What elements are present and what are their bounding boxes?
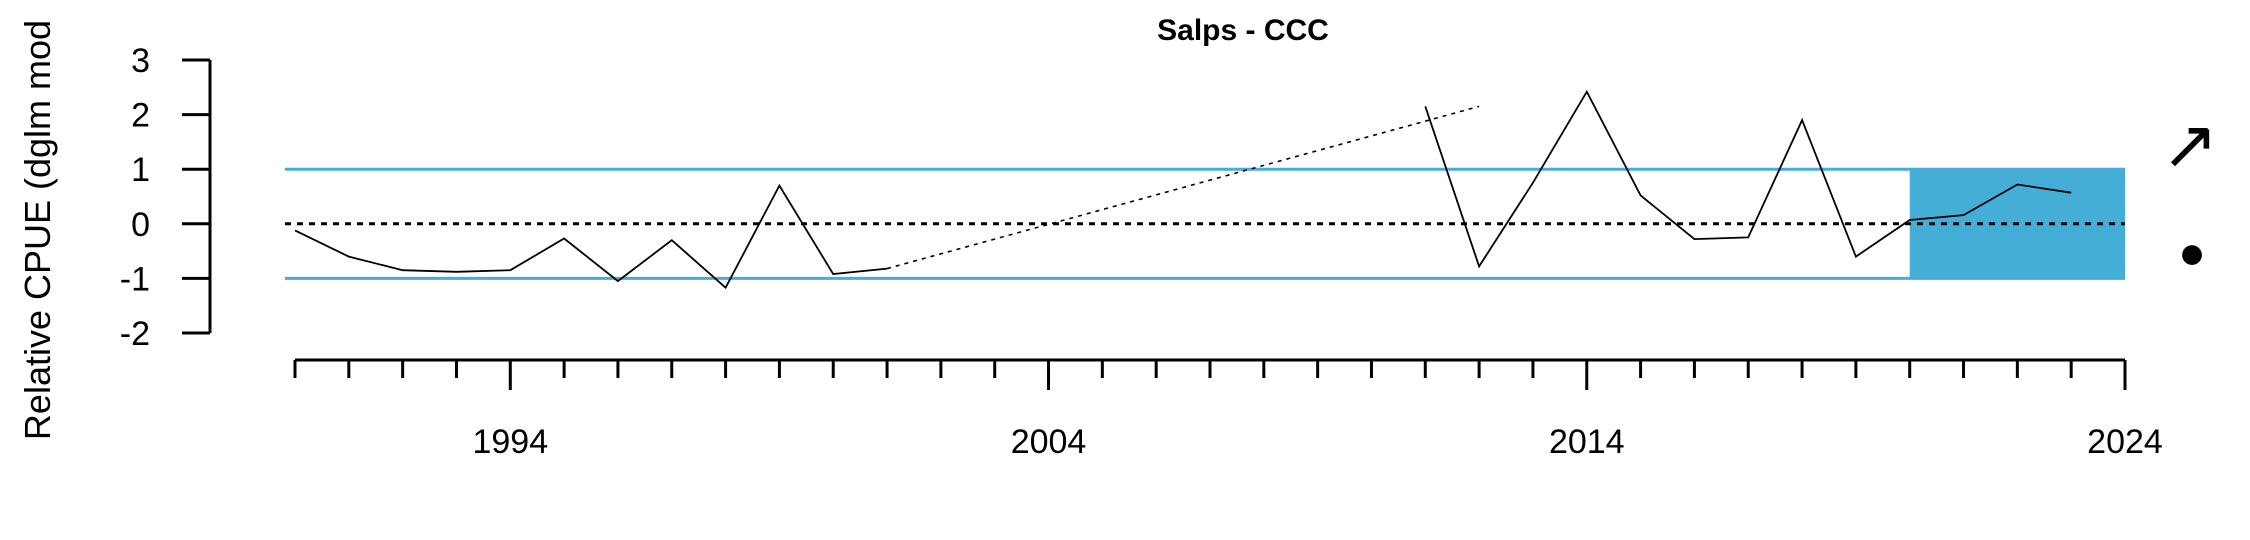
y-tick-label: 1 bbox=[131, 151, 150, 189]
chart-title: Salps - CCC bbox=[1157, 14, 1329, 47]
x-axis: 1994 2004 2014 2024 bbox=[293, 358, 2163, 461]
gap-line bbox=[886, 105, 1480, 270]
trend-arrow-icon: ↗ bbox=[2162, 107, 2219, 183]
plot-area bbox=[285, 89, 2125, 290]
x-tick-label: 1994 bbox=[472, 423, 548, 461]
x-tick-label: 2014 bbox=[1549, 423, 1625, 461]
y-tick-label: 2 bbox=[131, 97, 150, 135]
mean-dot-icon: ● bbox=[2178, 226, 2206, 278]
y-tick-label: -2 bbox=[120, 315, 150, 353]
x-tick-label: 2024 bbox=[2087, 423, 2163, 461]
y-tick-label: 3 bbox=[131, 42, 150, 80]
y-tick-label: 0 bbox=[131, 206, 150, 244]
y-axis: -2 -1 0 1 2 3 bbox=[120, 42, 212, 353]
y-tick-label: -1 bbox=[120, 260, 150, 298]
data-line bbox=[294, 89, 2072, 290]
y-axis-label: Relative CPUE (dglm mod bbox=[17, 20, 58, 440]
x-tick-label: 2004 bbox=[1011, 423, 1087, 461]
